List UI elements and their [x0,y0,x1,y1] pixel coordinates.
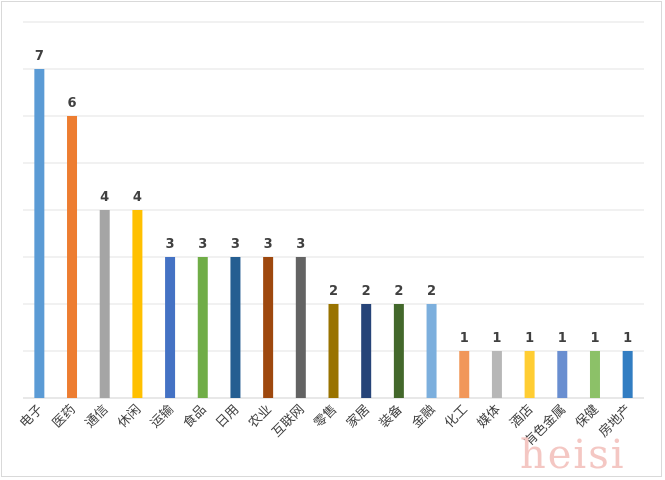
category-label-16: 酒店 [507,402,536,431]
data-label-13: 2 [427,284,436,299]
data-label-12: 2 [394,284,403,299]
bar-12 [393,304,404,398]
data-label-18: 1 [590,331,599,346]
category-label-2: 医药 [50,402,79,431]
data-label-15: 1 [492,331,501,346]
data-label-17: 1 [558,331,567,346]
bar-3 [99,210,110,398]
category-label-11: 家居 [343,402,373,432]
bar-19 [622,351,633,398]
data-label-9: 3 [296,237,305,252]
data-label-5: 3 [166,237,175,252]
category-label-14: 化工 [442,402,471,431]
data-label-2: 6 [68,96,77,111]
category-label-1: 电子 [17,402,46,431]
category-label-5: 运输 [147,402,177,432]
bar-15 [491,351,502,398]
bar-14 [459,351,470,398]
gridlines [23,21,644,399]
category-label-12: 装备 [376,402,406,432]
category-label-9: 互联网 [269,402,307,440]
data-label-3: 4 [100,190,109,205]
bar-1 [34,69,45,398]
category-label-6: 食品 [180,402,210,432]
data-label-4: 4 [133,190,142,205]
data-label-7: 3 [231,237,240,252]
bar-4 [132,210,143,398]
bar-18 [589,351,600,398]
category-label-10: 零售 [311,402,341,432]
data-label-10: 2 [329,284,338,299]
bar-2 [67,116,78,398]
bar-8 [263,257,274,398]
category-label-8: 农业 [246,402,275,431]
watermark-text: heisi [520,432,626,478]
bar-11 [361,304,372,398]
data-label-14: 1 [460,331,469,346]
category-label-3: 通信 [83,402,112,431]
data-label-1: 7 [35,49,44,64]
bar-9 [295,257,306,398]
bar-17 [557,351,568,398]
bar-5 [165,257,176,398]
bars [34,69,633,398]
category-label-18: 保健 [573,402,602,431]
data-label-11: 2 [362,284,371,299]
data-label-6: 3 [198,237,207,252]
category-label-15: 媒体 [475,402,504,431]
bar-6 [197,257,208,398]
data-label-8: 3 [264,237,273,252]
category-label-7: 日用 [213,402,242,431]
data-label-16: 1 [525,331,534,346]
value-labels: 7 6 4 4 3 3 3 3 3 2 2 2 2 1 1 1 1 1 1 [35,49,632,346]
bar-10 [328,304,339,398]
data-label-19: 1 [623,331,632,346]
category-label-4: 休闲 [115,402,144,431]
bar-16 [524,351,535,398]
bar-7 [230,257,241,398]
bar-13 [426,304,437,398]
category-label-13: 金融 [409,402,439,432]
